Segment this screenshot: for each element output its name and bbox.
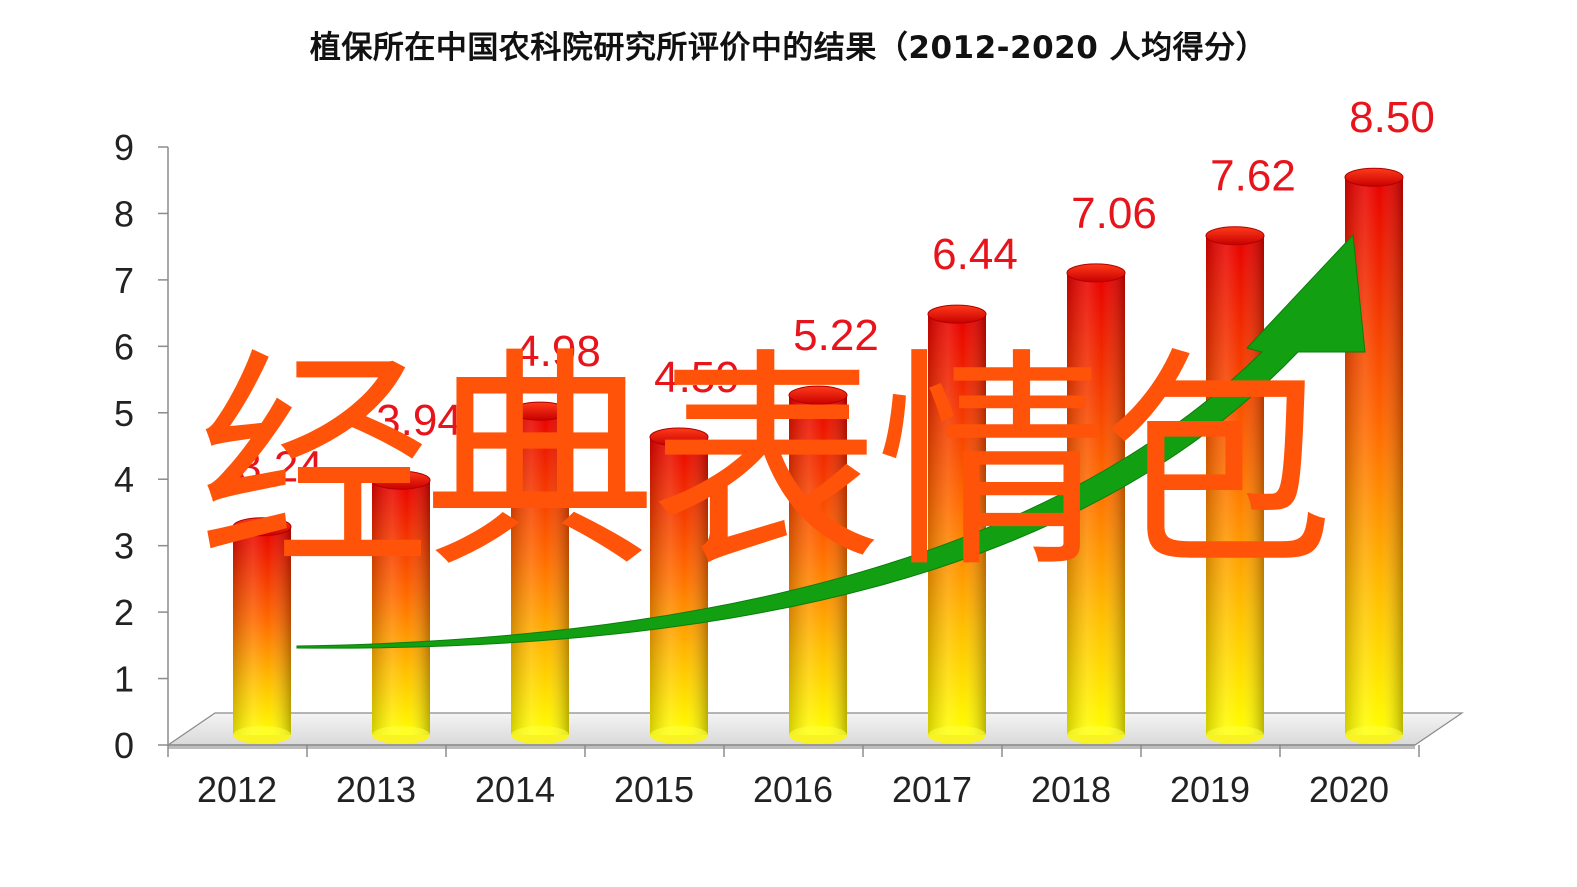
bar-shade xyxy=(650,437,708,735)
value-label: 3.24 xyxy=(237,443,323,492)
bar-cap xyxy=(1205,226,1265,246)
trend-arrow xyxy=(296,233,1366,649)
bar-shade xyxy=(1206,235,1264,735)
bar-cap xyxy=(1344,167,1404,187)
value-label: 7.62 xyxy=(1210,152,1296,201)
bar-bottom-rim xyxy=(1345,726,1403,744)
x-tick-label: 2016 xyxy=(753,769,833,810)
bar-shade xyxy=(511,411,569,735)
x-tick-label: 2014 xyxy=(475,769,555,810)
bar-bottom-rim xyxy=(928,726,986,744)
value-label: 5.22 xyxy=(793,311,879,360)
chart-title: 植保所在中国农科院研究所评价中的结果（2012-2020 人均得分） xyxy=(309,30,1268,66)
y-tick-label: 0 xyxy=(114,725,134,766)
bar-bottom-rim xyxy=(789,726,847,744)
trend-arrow-shape xyxy=(296,233,1366,649)
value-label: 6.44 xyxy=(932,230,1018,279)
x-tick-label: 2019 xyxy=(1170,769,1250,810)
value-label: 7.06 xyxy=(1071,189,1157,238)
bar xyxy=(232,517,292,744)
value-label: 8.50 xyxy=(1349,93,1435,142)
bar-bottom-rim xyxy=(372,726,430,744)
y-tick-label: 9 xyxy=(114,127,134,168)
bar-cap xyxy=(510,401,570,421)
chart-axes: 0 1 2 3 4 5 6 7 8 9 2012 2013 2014 2015 2016 2017 2018 20… xyxy=(114,127,1420,810)
bar-bottom-rim xyxy=(1067,726,1125,744)
bar xyxy=(371,470,431,744)
bar xyxy=(510,401,570,744)
bar-shade xyxy=(928,314,986,735)
y-tick-label: 3 xyxy=(114,526,134,567)
bar-bottom-rim xyxy=(1206,726,1264,744)
bar-cap xyxy=(371,470,431,490)
bar-cap xyxy=(649,427,709,447)
bar-bottom-rim xyxy=(233,726,291,744)
value-label: 3.94 xyxy=(376,396,462,445)
bar-bottom-rim xyxy=(650,726,708,744)
value-labels: 3.24 3.94 4.98 4.59 5.22 6.44 7.06 7.62 8.50 xyxy=(237,93,1435,491)
bar-series xyxy=(232,167,1404,744)
bar xyxy=(649,427,709,744)
bar xyxy=(788,385,848,744)
bar xyxy=(1205,226,1265,744)
bar-cap xyxy=(788,385,848,405)
y-tick-label: 8 xyxy=(114,193,134,234)
y-tick-label: 7 xyxy=(114,260,134,301)
value-label: 4.98 xyxy=(515,327,601,376)
bar-shade xyxy=(789,395,847,735)
value-label: 4.59 xyxy=(654,353,740,402)
y-tick-label: 1 xyxy=(114,659,134,700)
y-tick-label: 5 xyxy=(114,393,134,434)
bar xyxy=(927,304,987,744)
y-tick-label: 2 xyxy=(114,592,134,633)
bar-bottom-rim xyxy=(511,726,569,744)
bar-cap xyxy=(1066,263,1126,283)
floor-edge xyxy=(168,745,1415,749)
x-tick-label: 2013 xyxy=(336,769,416,810)
bar-cap xyxy=(232,517,292,537)
x-tick-label: 2020 xyxy=(1309,769,1389,810)
x-tick-label: 2017 xyxy=(892,769,972,810)
y-tick-label: 4 xyxy=(114,459,134,500)
x-tick-label: 2018 xyxy=(1031,769,1111,810)
bar-cap xyxy=(927,304,987,324)
x-tick-label: 2015 xyxy=(614,769,694,810)
bar-shade xyxy=(233,526,291,735)
bar-shade xyxy=(372,480,430,735)
x-tick-label: 2012 xyxy=(197,769,277,810)
y-tick-label: 6 xyxy=(114,326,134,367)
